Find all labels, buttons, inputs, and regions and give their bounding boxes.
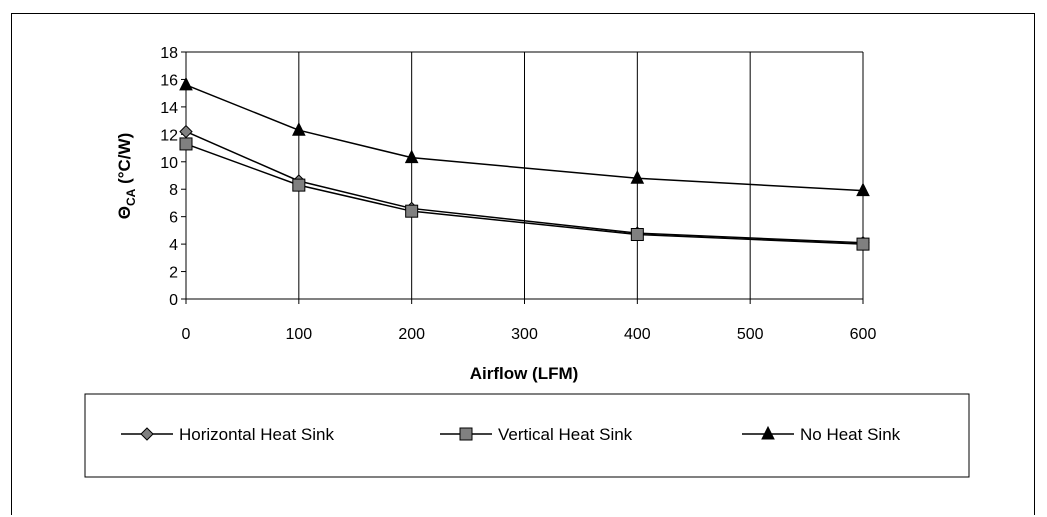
y-tick-label-0: 0 (169, 292, 178, 309)
legend-box (84, 393, 970, 478)
legend-marker-square (459, 427, 473, 441)
data-point-triangle-400 (630, 170, 645, 184)
y-axis-label-sub: CA (124, 188, 138, 206)
y-tick-label-14: 14 (160, 100, 178, 117)
x-tick-label-400: 400 (624, 326, 651, 343)
y-axis-label-unit: (°C/W) (115, 133, 134, 189)
data-point-square-100 (292, 178, 306, 192)
y-tick-label-18: 18 (160, 45, 178, 62)
legend-marker-diamond (140, 427, 154, 441)
data-point-diamond-0 (179, 124, 193, 139)
legend-item-diamond: Horizontal Heat Sink (121, 425, 334, 444)
x-tick-label-200: 200 (398, 326, 425, 343)
data-point-square-600 (856, 237, 870, 251)
x-tick-label-600: 600 (850, 326, 877, 343)
x-tick-label-0: 0 (182, 326, 191, 343)
legend-label-triangle: No Heat Sink (800, 425, 901, 444)
y-axis-label-main: Θ (115, 206, 134, 219)
legend-label-diamond: Horizontal Heat Sink (179, 425, 334, 444)
legend-marker-triangle (761, 425, 775, 440)
data-point-triangle-200 (404, 149, 419, 164)
data-point-triangle-100 (292, 122, 306, 136)
data-point-square-0 (179, 137, 193, 151)
y-tick-label-10: 10 (160, 155, 178, 172)
series-square (179, 137, 870, 251)
chart-frame (11, 13, 1035, 515)
axes (181, 51, 864, 304)
svg-text:ΘCA (°C/W): ΘCA (°C/W) (115, 133, 138, 219)
data-point-triangle-0 (179, 76, 193, 91)
tick-labels: 0 2 4 6 8 10 12 14 16 18 0 100 200 300 400 500 600 (160, 45, 876, 343)
data-point-square-200 (405, 204, 419, 218)
y-axis-label: ΘCA (°C/W) (115, 133, 138, 219)
x-tick-label-300: 300 (511, 326, 538, 343)
y-tick-label-2: 2 (169, 265, 178, 282)
series-layer (179, 76, 870, 251)
legend-item-triangle: No Heat Sink (742, 425, 901, 444)
x-tick-label-100: 100 (285, 326, 312, 343)
data-point-square-400 (630, 228, 644, 242)
y-tick-label-4: 4 (169, 237, 178, 254)
y-tick-label-6: 6 (169, 210, 178, 227)
series-triangle (179, 76, 870, 197)
x-axis-label: Airflow (LFM) (470, 364, 579, 383)
x-tick-label-500: 500 (737, 326, 764, 343)
y-tick-label-16: 16 (160, 72, 178, 89)
data-point-triangle-600 (856, 182, 870, 197)
legend-item-square: Vertical Heat Sink (440, 425, 633, 444)
y-tick-label-12: 12 (160, 127, 178, 144)
legend-label-square: Vertical Heat Sink (498, 425, 633, 444)
y-tick-label-8: 8 (169, 182, 178, 199)
legend: Horizontal Heat Sink Vertical Heat Sink No… (84, 393, 970, 478)
